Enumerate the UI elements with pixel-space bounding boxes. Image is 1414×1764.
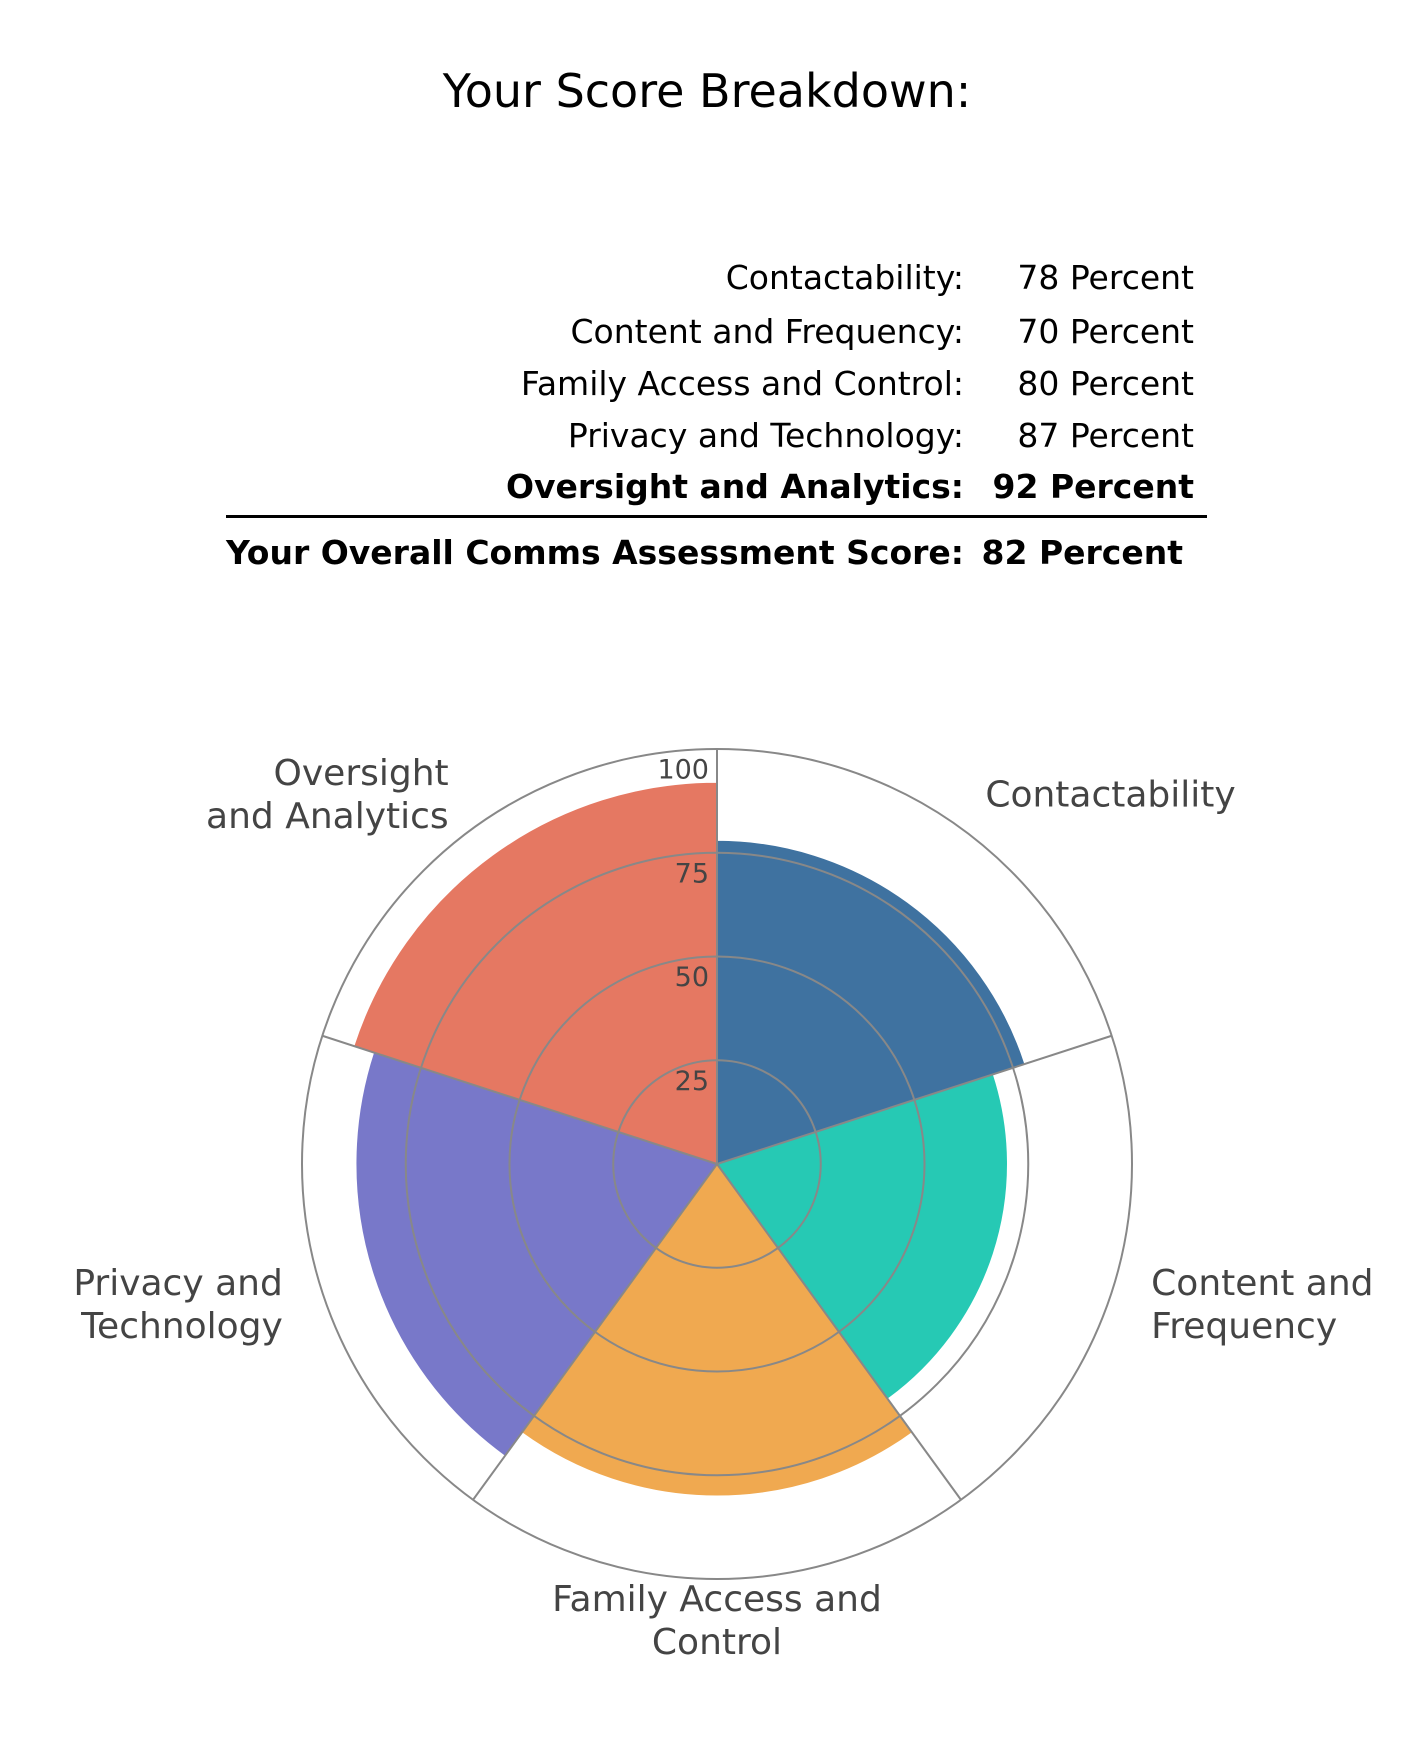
r-tick-label: 75	[675, 858, 709, 889]
r-tick-label: 25	[675, 1066, 709, 1097]
score-label: Content and Frequency:	[570, 312, 964, 351]
score-row: Contactability: 78 Percent	[0, 258, 1414, 298]
bar	[521, 1163, 913, 1497]
category-label: Family Access and Control	[552, 1578, 882, 1663]
score-row: Family Access and Control: 80 Percent	[0, 364, 1414, 404]
category-label: Oversight and Analytics	[206, 752, 449, 837]
category-label: Content and Frequency	[1151, 1263, 1374, 1348]
score-label: Contactability:	[725, 258, 964, 297]
total-row: Your Overall Comms Assessment Score: 82 P…	[0, 533, 1414, 573]
bar	[716, 1073, 1008, 1400]
score-row: Oversight and Analytics: 92 Percent	[0, 467, 1414, 507]
score-value: 80 Percent	[1017, 364, 1194, 403]
table-rule	[226, 515, 1207, 518]
category-label: Contactability	[985, 774, 1236, 816]
score-label: Family Access and Control:	[520, 364, 964, 403]
bar	[355, 1051, 718, 1457]
bar	[716, 839, 1026, 1165]
score-value: 92 Percent	[992, 467, 1194, 506]
score-value: 78 Percent	[1017, 258, 1194, 297]
r-tick-label: 50	[675, 962, 709, 993]
score-label: Oversight and Analytics:	[505, 467, 964, 506]
total-value: 82 Percent	[981, 533, 1183, 572]
category-label: Privacy and Technology	[73, 1263, 283, 1348]
score-row: Privacy and Technology: 87 Percent	[0, 416, 1414, 456]
spoke	[472, 1163, 718, 1501]
score-value: 70 Percent	[1017, 312, 1194, 351]
spoke	[322, 1034, 718, 1165]
spoke	[716, 1034, 1112, 1165]
score-value: 87 Percent	[1017, 416, 1194, 455]
bar	[353, 781, 718, 1165]
score-row: Content and Frequency: 70 Percent	[0, 312, 1414, 352]
spoke	[716, 1163, 962, 1501]
page-title: Your Score Breakdown:	[442, 64, 972, 118]
score-label: Privacy and Technology:	[567, 416, 964, 455]
r-tick-label: 100	[657, 755, 709, 786]
total-label: Your Overall Comms Assessment Score:	[225, 533, 964, 572]
